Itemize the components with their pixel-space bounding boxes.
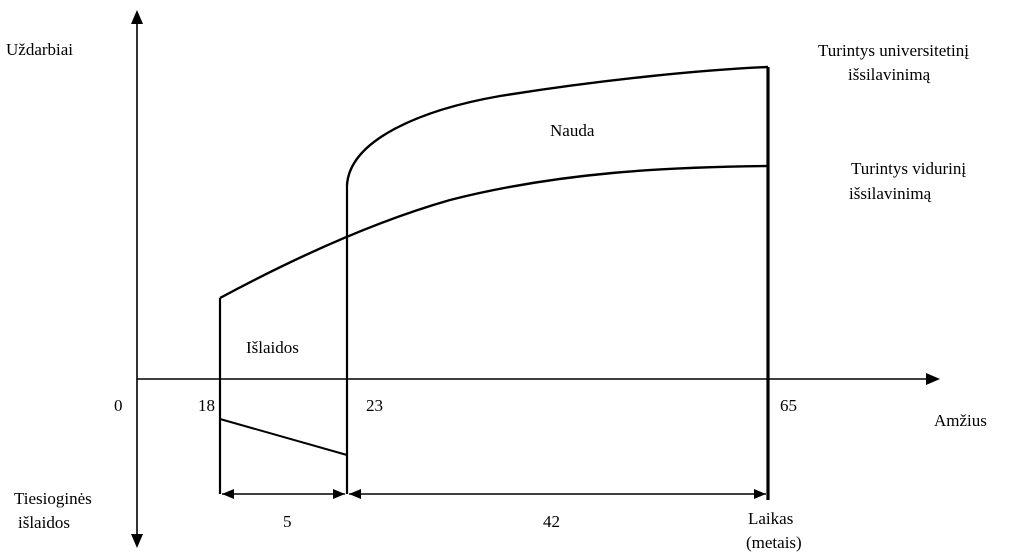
x-axis-label: Amžius (934, 411, 987, 430)
direct-costs-label-line2: išlaidos (18, 513, 70, 532)
university-label-line1: Turintys universitetinį (818, 41, 969, 60)
span-work-label: 42 (543, 512, 560, 531)
direct-costs-line (219, 418, 348, 456)
time-label-line2: (metais) (746, 533, 802, 552)
time-label-line1: Laikas (748, 509, 793, 528)
direct-costs-label-line1: Tiesioginės (14, 489, 92, 508)
secondary-label-line2: išsilavinimą (849, 184, 932, 203)
university-label-line2: išsilavinimą (848, 65, 931, 84)
age-23-label: 23 (366, 396, 383, 415)
benefit-label: Nauda (550, 121, 595, 140)
secondary-education-curve (219, 164, 769, 300)
origin-label: 0 (114, 396, 123, 415)
secondary-label-line1: Turintys vidurinį (851, 159, 966, 178)
span-study-arrow-right-head (333, 489, 345, 499)
y-axis-arrow-up (131, 10, 143, 24)
span-study-label: 5 (283, 512, 292, 531)
y-axis-arrow-down (131, 534, 143, 548)
university-education-curve (345, 65, 769, 186)
span-work-arrow-right-head (754, 489, 766, 499)
age-18-label: 18 (198, 396, 215, 415)
costs-label: Išlaidos (246, 338, 299, 357)
y-axis-label: Uždarbiai (6, 40, 73, 59)
span-study-arrow-left-head (222, 489, 234, 499)
age-65-label: 65 (780, 396, 797, 415)
x-axis-arrow (926, 373, 940, 385)
span-work-arrow-left-head (349, 489, 361, 499)
